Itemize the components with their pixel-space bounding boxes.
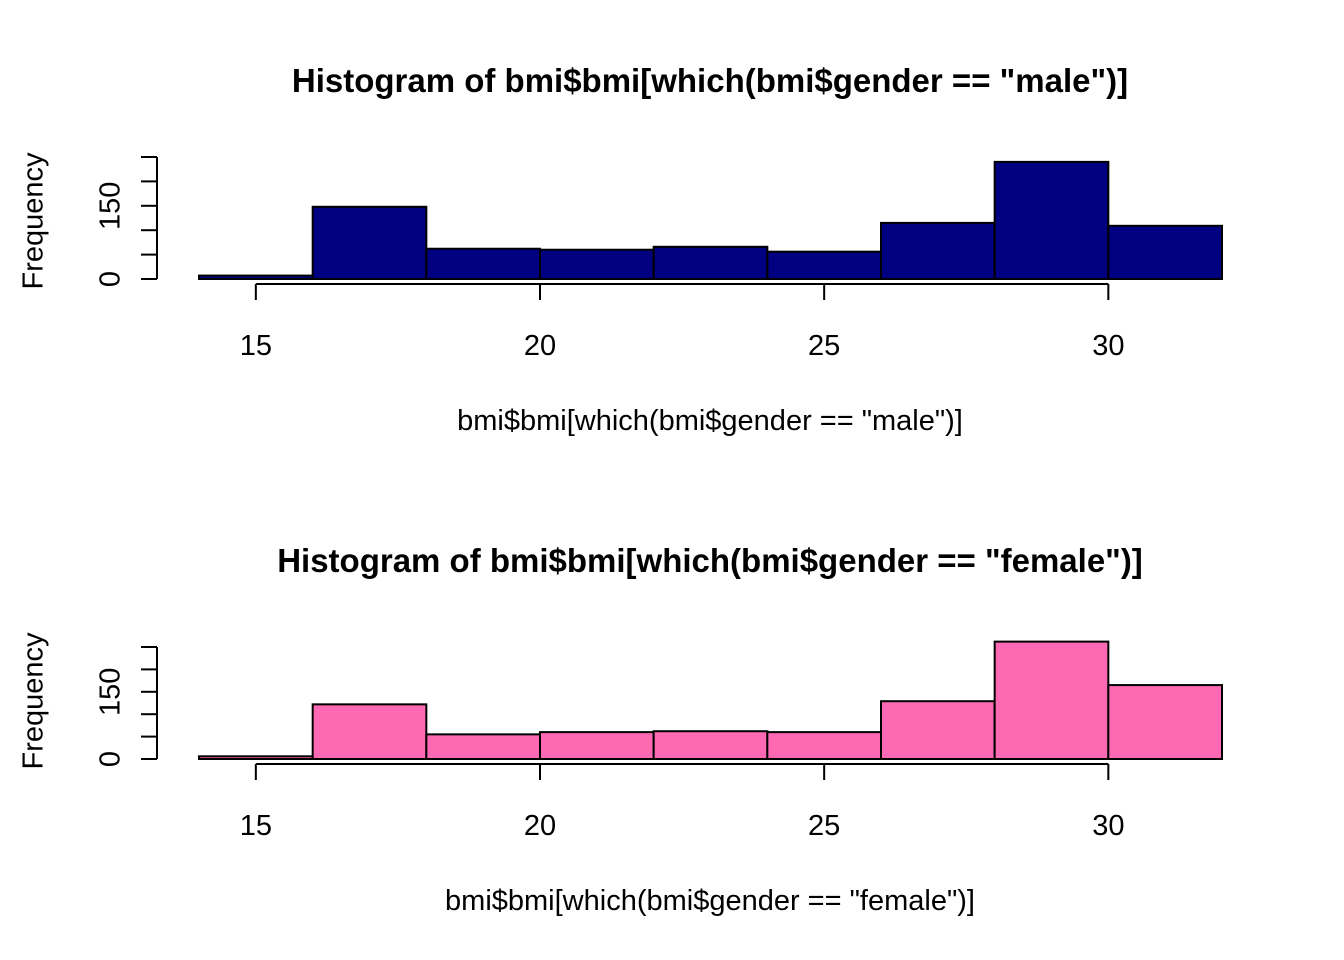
female-histogram-y-axis: 0 150 (95, 646, 158, 767)
female-histogram-x-axis: 15 20 25 30 (240, 763, 1124, 842)
female-histogram-bar-9 (1107, 684, 1224, 761)
male-x-tick-label-30: 30 (1092, 330, 1124, 362)
female-x-tick-label-15: 15 (240, 810, 272, 842)
female-x-tick-label-20: 20 (524, 810, 556, 842)
female-histogram-bar-8 (993, 640, 1110, 761)
male-histogram-x-axis-label: bmi$bmi[which(bmi$gender == "male")] (457, 405, 963, 437)
male-y-tick-label-150: 150 (95, 182, 127, 230)
male-histogram-bar-2 (311, 205, 428, 280)
male-x-tick-label-25: 25 (808, 330, 840, 362)
male-x-tick-label-15: 15 (240, 330, 272, 362)
female-histogram-bar-3 (425, 733, 542, 760)
female-histogram-bar-4 (539, 731, 655, 760)
female-histogram-bar-6 (766, 731, 882, 760)
female-histogram-bar-7 (880, 700, 996, 761)
male-x-tick-label-20: 20 (524, 330, 556, 362)
male-histogram-bar-1 (198, 274, 314, 281)
male-histogram-bar-6 (766, 250, 882, 280)
female-histogram-bar-1 (198, 755, 314, 761)
female-x-tick-label-30: 30 (1092, 810, 1124, 842)
male-histogram-bar-5 (652, 245, 769, 281)
male-y-tick-label-0: 0 (95, 271, 127, 287)
female-histogram-x-axis-label: bmi$bmi[which(bmi$gender == "female")] (445, 885, 975, 917)
female-y-tick-label-0: 0 (95, 751, 127, 767)
female-histogram-bar-2 (311, 703, 428, 760)
female-histogram-panel: Histogram of bmi$bmi[which(bmi$gender ==… (18, 542, 1224, 917)
male-histogram-y-axis: 0 150 (95, 156, 158, 287)
male-histogram-bar-8 (993, 160, 1110, 281)
male-histogram-title: Histogram of bmi$bmi[which(bmi$gender ==… (292, 62, 1128, 99)
female-y-tick-label-150: 150 (95, 668, 127, 716)
male-histogram-y-axis-label: Frequency (18, 152, 50, 290)
male-histogram-bar-7 (880, 221, 996, 281)
female-x-tick-label-25: 25 (808, 810, 840, 842)
female-histogram-title: Histogram of bmi$bmi[which(bmi$gender ==… (277, 542, 1143, 579)
male-histogram-bar-4 (539, 248, 655, 281)
female-histogram-bar-5 (652, 730, 769, 760)
male-histogram-panel: Histogram of bmi$bmi[which(bmi$gender ==… (18, 62, 1224, 437)
male-histogram-bar-9 (1107, 224, 1224, 280)
female-histogram-y-axis-label: Frequency (18, 632, 50, 770)
male-histogram-bars (198, 160, 1224, 281)
female-histogram-bars (198, 640, 1224, 761)
male-histogram-x-axis: 15 20 25 30 (240, 283, 1124, 362)
male-histogram-bar-3 (425, 247, 542, 281)
